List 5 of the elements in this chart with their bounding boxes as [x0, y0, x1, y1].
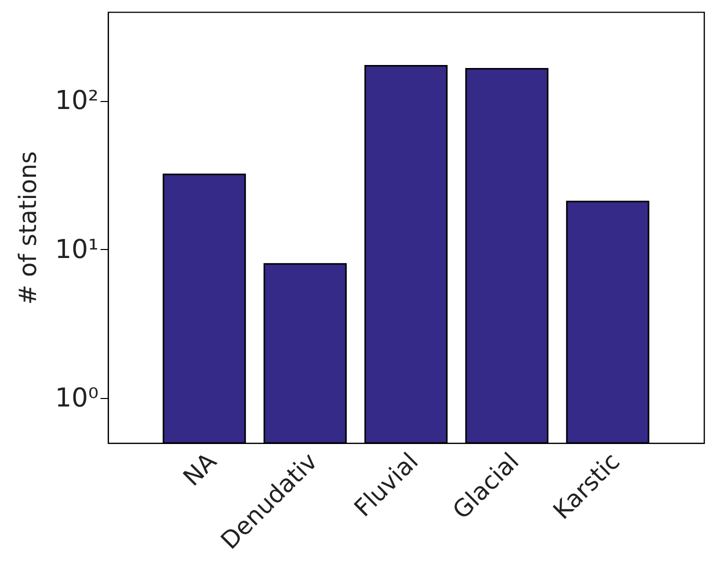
y-tick-label: 10¹ — [54, 234, 98, 265]
y-axis-title: # of stations — [14, 151, 42, 305]
x-tick-label: NA — [178, 446, 222, 492]
y-tick-label: 10² — [54, 86, 98, 116]
y-tick-label: 10⁰ — [54, 384, 98, 414]
